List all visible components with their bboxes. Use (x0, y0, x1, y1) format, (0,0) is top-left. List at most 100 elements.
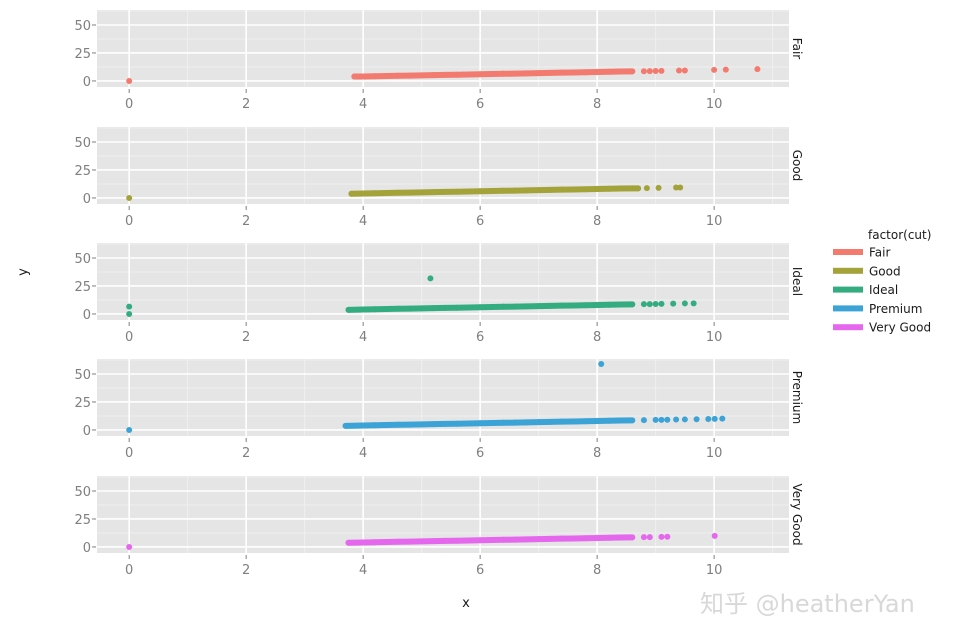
x-tick-label: 8 (593, 446, 601, 461)
data-point (652, 67, 659, 74)
legend-key (833, 249, 863, 255)
x-tick-label: 2 (242, 214, 250, 229)
x-tick-label: 10 (706, 330, 723, 345)
data-point (126, 543, 133, 550)
data-point (664, 533, 671, 540)
data-point (126, 426, 133, 433)
facet-panel-good: 0 2 4 6 8 10 0 25 50 Good (74, 127, 804, 229)
legend-key (833, 305, 863, 312)
x-axis-title: x (462, 596, 470, 611)
y-tick-label: 25 (74, 280, 91, 295)
x-tick-label: 2 (242, 446, 250, 461)
data-point (643, 185, 650, 192)
facet-strip-label: Fair (790, 38, 804, 59)
legend-key (833, 324, 863, 331)
data-point (711, 66, 718, 73)
data-point (705, 415, 712, 422)
data-point (646, 68, 653, 75)
x-tick-label: 6 (476, 330, 484, 345)
data-point (658, 300, 665, 307)
x-tick-label: 10 (706, 446, 723, 461)
legend-title: factor(cut) (868, 228, 931, 242)
legend-label: Ideal (869, 283, 898, 297)
data-point (598, 361, 605, 368)
data-point (677, 184, 684, 191)
data-point (640, 301, 647, 308)
legend: factor(cut) Fair Good Ideal Premium Very Goo… (833, 228, 931, 335)
data-point (754, 66, 761, 73)
facet-strip-label: Very Good (790, 483, 804, 545)
y-tick-label: 50 (74, 485, 91, 500)
y-axis-title: y (16, 268, 31, 276)
y-tick-label: 50 (74, 252, 91, 267)
data-point (711, 532, 718, 539)
y-tick-label: 50 (74, 368, 91, 383)
data-point (658, 416, 665, 423)
data-point (673, 416, 680, 423)
data-point (652, 416, 659, 423)
x-tick-label: 2 (242, 97, 250, 112)
x-tick-label: 0 (125, 446, 133, 461)
y-tick-label: 0 (83, 192, 91, 207)
facet-strip-label: Good (790, 150, 804, 182)
data-point (722, 66, 729, 73)
data-point-band (345, 301, 636, 313)
legend-label: Premium (869, 302, 922, 316)
legend-key (833, 267, 863, 274)
data-point (646, 534, 653, 541)
x-tick-label: 0 (125, 563, 133, 578)
y-tick-label: 0 (83, 75, 91, 90)
x-tick-label: 0 (125, 330, 133, 345)
legend-key (833, 286, 863, 293)
data-point (126, 303, 133, 310)
data-point (655, 184, 662, 191)
data-point (690, 300, 697, 307)
x-tick-label: 10 (706, 214, 723, 229)
data-point (646, 301, 653, 308)
data-point-band (351, 68, 636, 80)
legend-label: Good (869, 264, 901, 278)
x-tick-label: 8 (593, 97, 601, 112)
data-point-band (348, 185, 642, 197)
x-tick-label: 4 (359, 330, 367, 345)
data-point (640, 68, 647, 75)
y-tick-label: 0 (83, 308, 91, 323)
x-tick-label: 0 (125, 214, 133, 229)
facet-panels: 0 2 4 6 8 10 0 25 50 Fair 0 2 4 6 8 10 0 25 50 Good 0 2 4 6 8 10 0… (74, 10, 804, 578)
data-point (711, 415, 718, 422)
y-tick-label: 25 (74, 513, 91, 528)
y-tick-label: 50 (74, 19, 91, 34)
x-tick-label: 4 (359, 214, 367, 229)
legend-label: Very Good (869, 321, 931, 335)
legend-label: Fair (869, 246, 890, 260)
x-tick-label: 6 (476, 97, 484, 112)
data-point (719, 415, 726, 422)
x-tick-label: 8 (593, 330, 601, 345)
x-tick-label: 4 (359, 446, 367, 461)
data-point (681, 67, 688, 74)
data-point (126, 194, 133, 201)
data-point-band (345, 534, 636, 546)
facet-strip-label: Ideal (790, 267, 804, 296)
x-tick-label: 10 (706, 97, 723, 112)
data-point (126, 77, 133, 84)
x-tick-label: 6 (476, 446, 484, 461)
watermark: 知乎 @heatherYan (700, 590, 915, 618)
x-tick-label: 4 (359, 97, 367, 112)
facet-panel-fair: 0 2 4 6 8 10 0 25 50 Fair (74, 10, 804, 112)
y-tick-label: 0 (83, 424, 91, 439)
data-point (676, 67, 683, 74)
data-point-band (342, 417, 636, 429)
facet-panel-ideal: 0 2 4 6 8 10 0 25 50 Ideal (74, 243, 804, 345)
data-point (670, 300, 677, 307)
y-tick-label: 25 (74, 47, 91, 62)
x-tick-label: 6 (476, 563, 484, 578)
data-point (693, 416, 700, 423)
data-point (640, 417, 647, 424)
data-point (658, 67, 665, 74)
data-point (681, 416, 688, 423)
y-tick-label: 25 (74, 164, 91, 179)
x-tick-label: 10 (706, 563, 723, 578)
y-tick-label: 50 (74, 136, 91, 151)
